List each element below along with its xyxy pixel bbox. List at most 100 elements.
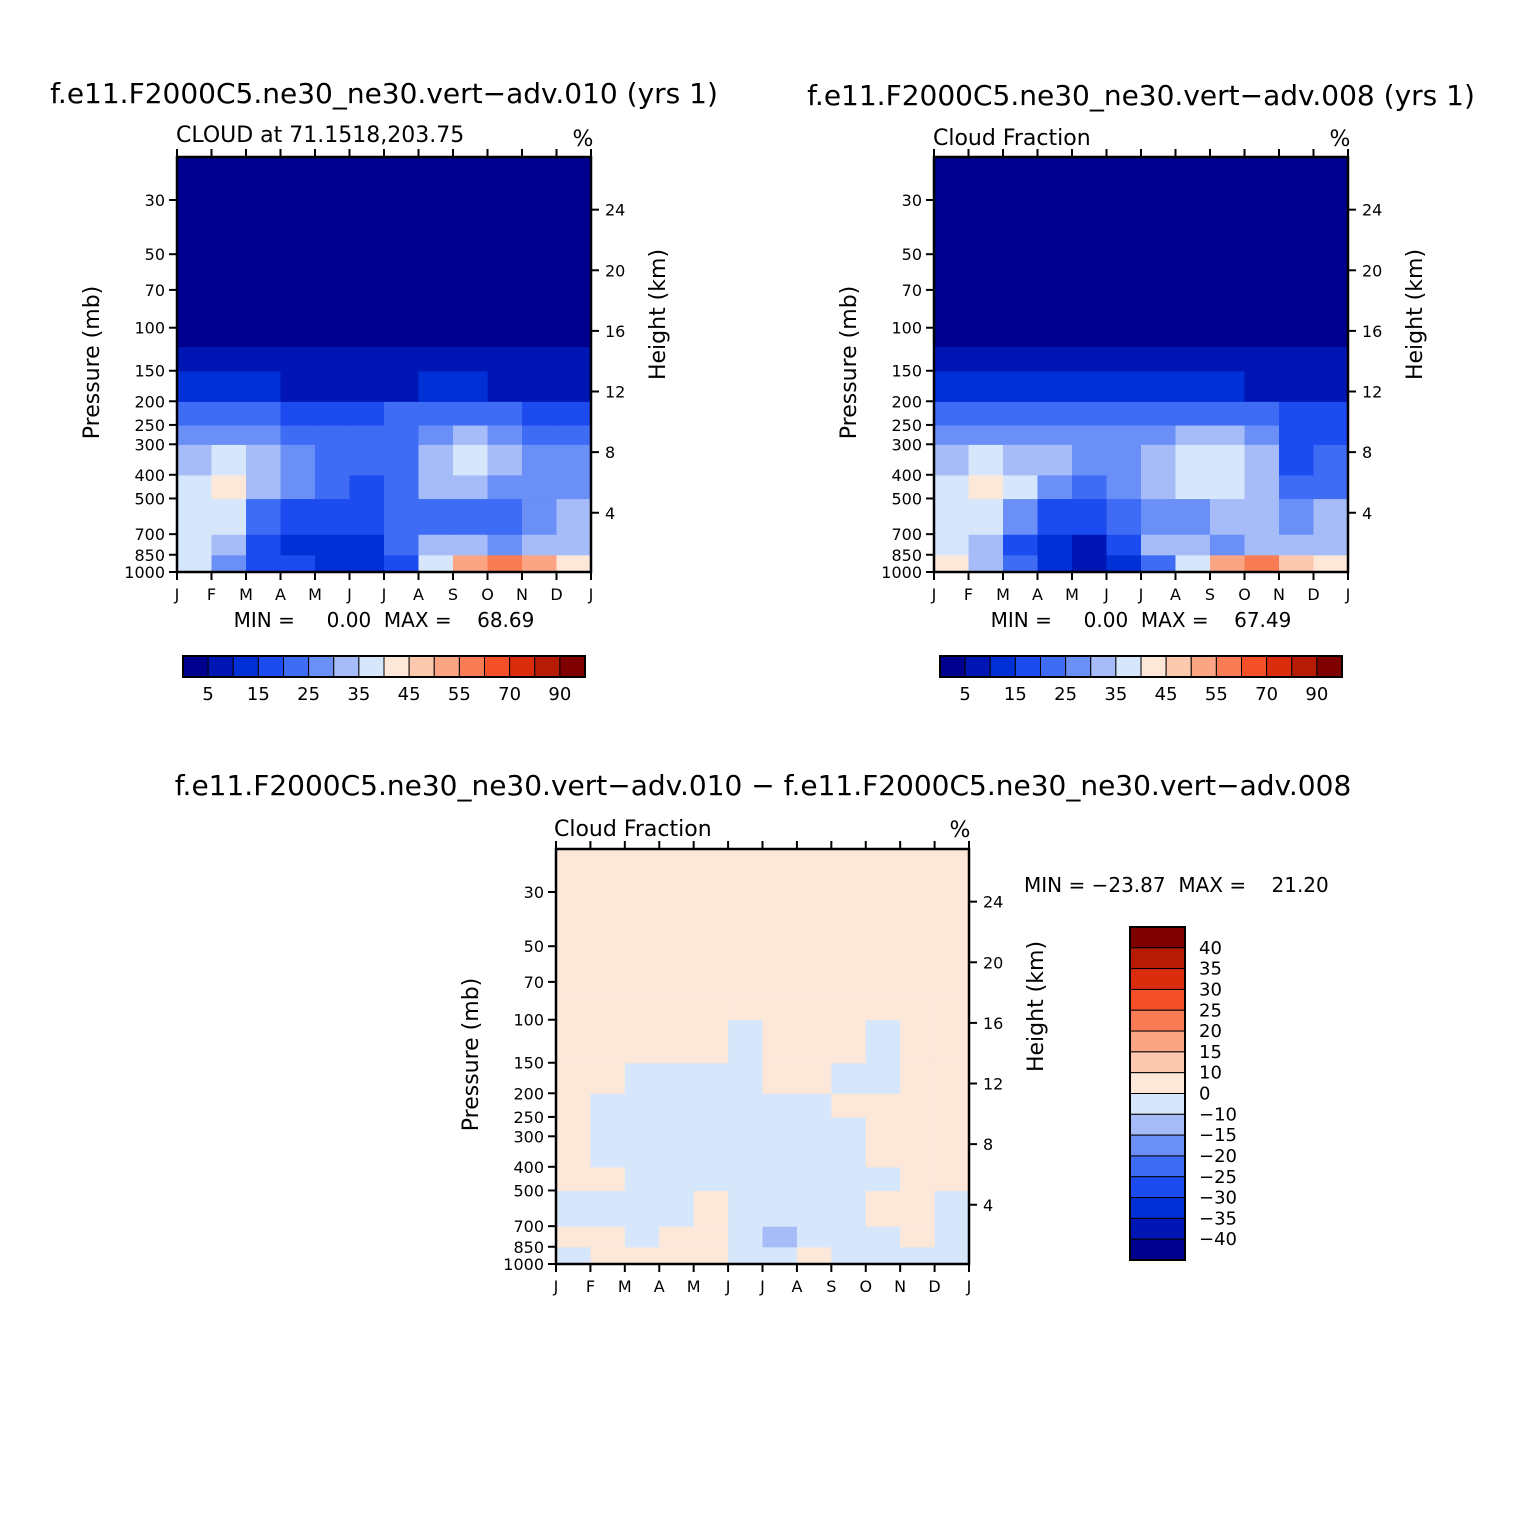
contour-cell <box>693 1116 729 1137</box>
contour-cell <box>865 1116 901 1137</box>
colorbar-label: 70 <box>1255 684 1278 705</box>
contour-cell <box>1141 444 1177 476</box>
contour-cell <box>556 401 592 426</box>
colorbar-swatch <box>1266 655 1293 678</box>
colorbar-frame <box>182 655 586 678</box>
panel1-stats: MIN = 0.00 MAX = 68.69 <box>234 608 535 632</box>
contour-cell <box>280 444 316 476</box>
contour-cell <box>865 1062 901 1094</box>
y-tick-label: 850 <box>891 546 922 565</box>
contour-cell <box>934 424 970 445</box>
contour-cell <box>211 498 247 535</box>
contour-cell <box>1175 424 1211 445</box>
contour-cell <box>1313 534 1349 556</box>
contour-cell <box>177 554 213 573</box>
contour-cell <box>1175 347 1211 372</box>
contour-cell <box>1106 554 1142 573</box>
contour-cell <box>865 1190 901 1227</box>
y2-tick-label: 16 <box>1362 322 1382 341</box>
contour-cell <box>1210 424 1246 445</box>
contour-cell <box>900 1136 936 1168</box>
contour-cell <box>900 1166 936 1192</box>
contour-cell <box>177 401 213 426</box>
y-tick-label: 200 <box>134 392 165 411</box>
panel3-subtitle: Cloud Fraction <box>554 817 712 842</box>
y-tick-label: 250 <box>891 416 922 435</box>
contour-cell <box>556 498 592 535</box>
colorbar-label: 5 <box>202 684 213 705</box>
colorbar-swatch <box>283 655 310 678</box>
contour-cell <box>1072 444 1108 476</box>
y-tick-label: 150 <box>891 362 922 381</box>
contour-cell <box>831 1136 867 1168</box>
contour-cell <box>1003 554 1039 573</box>
colorbar-swatch <box>1129 1176 1186 1199</box>
contour-cell <box>831 1116 867 1137</box>
colorbar-swatch <box>308 655 335 678</box>
y-tick-label: 1000 <box>881 563 922 582</box>
contour-cell <box>487 474 523 500</box>
contour-cell <box>1141 554 1177 573</box>
contour-cell <box>522 498 558 535</box>
colorbar-label: −30 <box>1199 1188 1237 1209</box>
y-tick-label: 500 <box>134 489 165 508</box>
contour-cell <box>522 347 558 372</box>
contour-cell <box>934 1093 970 1118</box>
colorbar-swatch <box>1090 655 1117 678</box>
x-tick-label: S <box>826 1277 836 1296</box>
contour-cell <box>1313 474 1349 500</box>
colorbar-swatch <box>1129 968 1186 990</box>
colorbar-swatch <box>1215 655 1242 678</box>
contour-cell <box>556 1093 592 1118</box>
contour-cell <box>934 1019 970 1064</box>
colorbar-swatch <box>383 655 410 678</box>
contour-cell <box>315 444 351 476</box>
contour-cell <box>728 1246 764 1265</box>
x-tick-label: J <box>931 585 937 604</box>
contour-cell <box>1072 554 1108 573</box>
contour-cell <box>556 1246 592 1265</box>
colorbar-swatch <box>1129 1217 1186 1240</box>
contour-cell <box>349 370 385 402</box>
y-tick-label: 30 <box>902 191 922 210</box>
contour-cell <box>349 444 385 476</box>
colorbar-swatch <box>1040 655 1067 678</box>
contour-cell <box>1106 474 1142 500</box>
y2-tick-label: 8 <box>605 443 615 462</box>
contour-cell <box>1313 554 1349 573</box>
colorbar-swatch <box>1190 655 1217 678</box>
colorbar-swatch <box>1140 655 1167 678</box>
x-tick-label: O <box>859 1277 872 1296</box>
contour-cell <box>349 498 385 535</box>
contour-cell <box>349 474 385 500</box>
colorbar-label: 20 <box>1199 1021 1222 1042</box>
colorbar-swatch <box>1065 655 1092 678</box>
colorbar-label: 70 <box>498 684 521 705</box>
contour-cell <box>453 498 489 535</box>
contour-cell <box>968 474 1004 500</box>
contour-cell <box>418 474 454 500</box>
y-tick-label: 400 <box>134 466 165 485</box>
contour-cell <box>556 1062 592 1094</box>
contour-cell <box>968 444 1004 476</box>
colorbar-label: −40 <box>1199 1229 1237 1250</box>
y-tick-label: 400 <box>891 466 922 485</box>
contour-cell <box>556 1136 592 1168</box>
contour-cell <box>934 370 970 402</box>
contour-cell <box>211 444 247 476</box>
contour-cell <box>865 1093 901 1118</box>
contour-cell <box>624 1166 660 1192</box>
contour-cell <box>728 1136 764 1168</box>
y2-tick-label: 20 <box>605 261 625 280</box>
contour-cell <box>865 1166 901 1192</box>
contour-cell <box>315 424 351 445</box>
contour-cell <box>177 444 213 476</box>
contour-cell <box>280 498 316 535</box>
contour-cell <box>1279 401 1315 426</box>
x-tick-label: J <box>588 585 594 604</box>
contour-cell <box>349 554 385 573</box>
contour-cell <box>211 401 247 426</box>
contour-cell <box>1106 401 1142 426</box>
contour-cell <box>1279 444 1315 476</box>
